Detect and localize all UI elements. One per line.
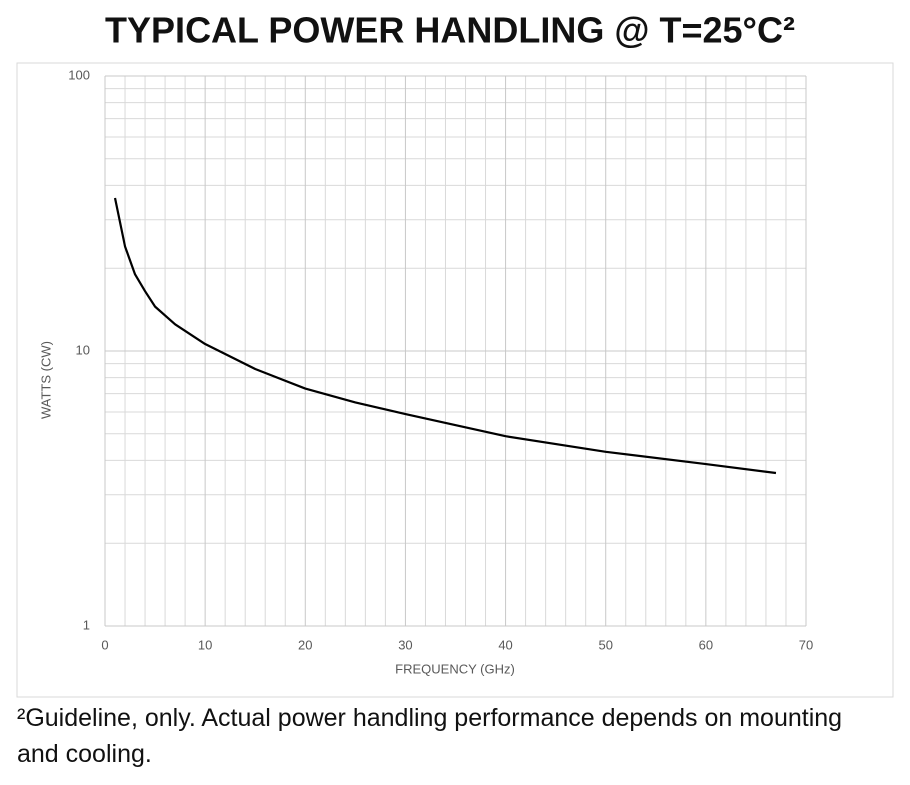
x-tick-label: 50 xyxy=(598,637,612,652)
x-tick-label: 40 xyxy=(498,637,512,652)
x-tick-label: 70 xyxy=(799,637,813,652)
x-tick-label: 30 xyxy=(398,637,412,652)
x-tick-label: 10 xyxy=(198,637,212,652)
footnote: ²Guideline, only. Actual power handling … xyxy=(17,704,843,768)
x-tick-label: 60 xyxy=(699,637,713,652)
chart-frame xyxy=(16,62,894,698)
y-tick-label: 10 xyxy=(76,342,90,357)
y-axis-label: WATTS (CW) xyxy=(38,341,53,419)
x-tick-label: 0 xyxy=(101,637,108,652)
chart-title: TYPICAL POWER HANDLING @ T=25°C² xyxy=(105,10,795,51)
y-tick-label: 100 xyxy=(68,67,90,82)
x-axis-label: FREQUENCY (GHz) xyxy=(395,661,515,676)
x-tick-label: 20 xyxy=(298,637,312,652)
chart: TYPICAL POWER HANDLING @ T=25°C² FREQUEN… xyxy=(16,10,894,698)
line-series xyxy=(113,197,777,475)
y-tick-label: 1 xyxy=(83,617,90,632)
